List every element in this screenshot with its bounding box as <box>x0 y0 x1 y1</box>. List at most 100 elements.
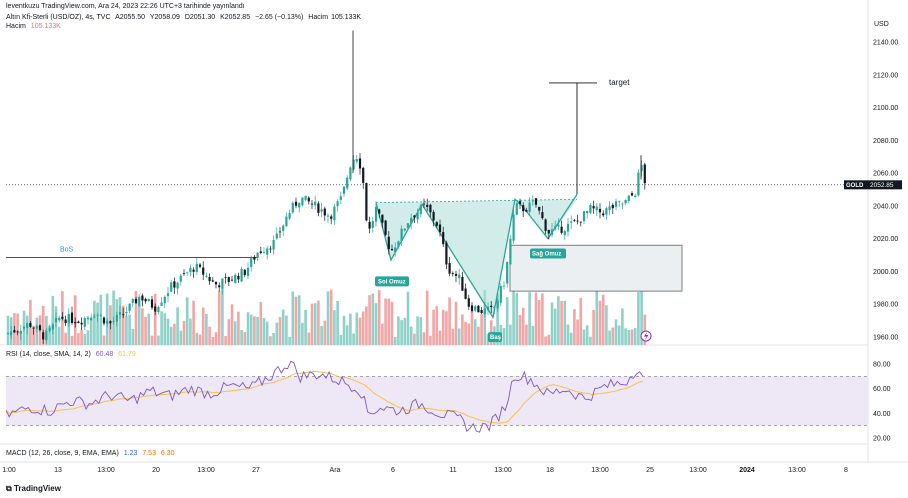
volume-bar <box>429 335 432 345</box>
volume-bar <box>317 300 320 345</box>
volume-bar <box>409 326 413 345</box>
volume-bar <box>291 291 295 345</box>
rsi-axis-ticks: 80.00 60.00 40.00 20.00 <box>873 362 891 443</box>
candle-body <box>29 323 32 327</box>
candle-body <box>67 313 70 324</box>
left-shoulder-tag: Sol Omuz <box>375 276 409 287</box>
volume-bar <box>400 320 403 345</box>
candle-body <box>125 311 128 314</box>
volume-bar <box>576 319 579 345</box>
volume-bar <box>528 292 531 345</box>
volume-bar <box>259 302 263 345</box>
volume-bar <box>102 335 106 345</box>
target-line[interactable] <box>549 82 597 195</box>
candle-body <box>614 201 618 207</box>
volume-bar <box>93 300 96 345</box>
candle-body <box>525 209 528 212</box>
volume-bar <box>435 306 439 345</box>
rsi-value-1: 60.48 <box>96 351 114 358</box>
volume-bar <box>569 332 573 345</box>
time-tick-label: 13:00 <box>97 467 115 474</box>
candle-body <box>259 251 262 253</box>
volume-bar <box>589 336 592 345</box>
volume-bar <box>214 332 218 345</box>
candle-body <box>147 298 150 302</box>
volume-bar <box>288 336 291 345</box>
candle-body <box>608 206 611 211</box>
volume-bar <box>496 293 499 345</box>
candle-body <box>336 201 339 207</box>
tradingview-logo: ⧉ TradingView <box>6 484 61 493</box>
low-value: D2051.30 <box>184 14 216 21</box>
volume-bar <box>336 300 339 345</box>
candle-body <box>339 196 342 200</box>
candle-body <box>410 217 413 224</box>
neckline[interactable] <box>375 198 578 204</box>
candle-body <box>317 203 320 213</box>
candle-body <box>573 220 576 222</box>
candle-body <box>560 226 563 233</box>
candle-body <box>99 315 102 317</box>
time-tick-label: 2024 <box>739 467 755 474</box>
last-price-tag: GOLD 2052.85 <box>844 180 902 190</box>
volume-bar <box>304 309 307 345</box>
change-value: −2.65 (−0.13%) <box>255 14 304 21</box>
volume-bar <box>185 297 189 345</box>
candle-body <box>58 317 61 321</box>
volume-bar <box>461 314 464 345</box>
candle-body <box>522 205 525 212</box>
candle-body <box>595 206 598 211</box>
volume-bar <box>531 325 535 345</box>
price-axis-ticks: 2140.00 2120.00 2100.00 2080.00 2060.00 2040.… <box>873 40 898 342</box>
candle-body <box>304 195 307 200</box>
candle-body <box>602 213 605 216</box>
volume-bar <box>83 333 87 345</box>
lightning-icon[interactable] <box>640 330 652 342</box>
volume-bar <box>480 314 483 345</box>
volume-bar <box>470 310 474 345</box>
candle-body <box>307 197 310 202</box>
price-tick-label: 2040.00 <box>873 203 898 210</box>
volume-bar <box>483 289 487 345</box>
macd-legend-label: MACD (12, 26, close, 9, EMA, EMA) <box>6 450 119 457</box>
volume-bar <box>473 319 477 345</box>
volume-bar <box>573 309 576 345</box>
candle-body <box>51 324 54 330</box>
volume-legend-label: Hacim <box>6 23 26 30</box>
candle-body <box>333 206 336 221</box>
price-tick-label: 2080.00 <box>873 138 898 145</box>
candle-body <box>118 312 122 315</box>
volume-bar <box>262 317 266 345</box>
volume-bar <box>441 309 445 345</box>
volume-bar <box>237 311 240 345</box>
candle-body <box>442 232 445 245</box>
volume-bar <box>339 334 343 345</box>
candle-body <box>624 199 627 204</box>
candle-body <box>627 195 630 202</box>
volume-bar <box>374 303 378 345</box>
volume-bar <box>80 330 83 345</box>
volume-bar <box>157 335 160 345</box>
brand-text: TradingView <box>13 484 61 493</box>
volume-bar <box>182 320 186 345</box>
volume-bar <box>96 302 99 345</box>
volume-bar <box>176 307 179 345</box>
volume-bar <box>41 305 45 345</box>
candle-body <box>477 305 480 313</box>
time-axis-ticks: 1:00 13 13:00 20 13:00 27 Ara 6 11 13:00 18 13:00 25… <box>2 467 848 474</box>
left-shoulder-label: Sol Omuz <box>378 279 406 285</box>
candle-body <box>106 320 109 324</box>
volume-bar <box>99 294 103 345</box>
candle-body <box>419 204 422 214</box>
candle-body <box>355 158 358 162</box>
candle-body <box>86 317 90 320</box>
candle-body <box>122 314 125 316</box>
candle-body <box>576 220 579 222</box>
candle-body <box>416 212 419 220</box>
volume-bar <box>313 303 317 345</box>
volume-bar <box>256 316 259 345</box>
high-value: Y2058.09 <box>149 14 180 21</box>
candle-body <box>138 296 141 306</box>
candle-body <box>451 273 454 274</box>
